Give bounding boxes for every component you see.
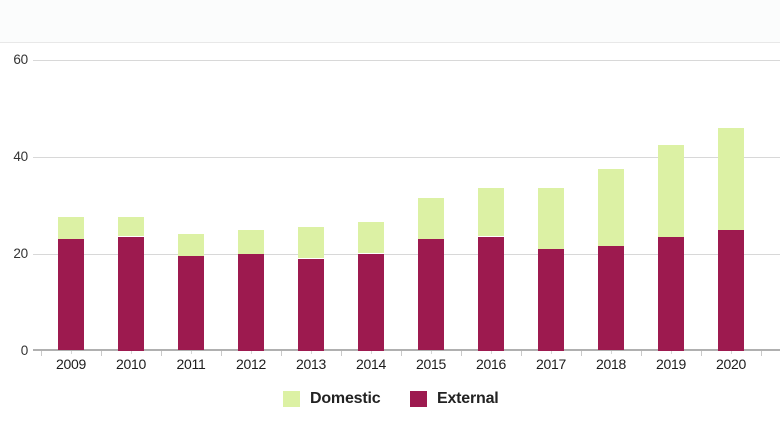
x-axis-label-2017: 2017: [536, 356, 566, 372]
bar-2019-external: [658, 237, 684, 351]
gridline-20: [33, 254, 780, 255]
bar-2014-domestic: [358, 222, 384, 253]
x-tick-center-2012: [251, 351, 252, 354]
x-axis-label-2013: 2013: [296, 356, 326, 372]
gridline-40: [33, 157, 780, 158]
bar-2013-domestic: [298, 227, 324, 258]
x-axis-label-2014: 2014: [356, 356, 386, 372]
bar-2011-external: [178, 256, 204, 350]
x-tick-boundary-10: [641, 351, 642, 356]
x-tick-boundary-5: [341, 351, 342, 356]
x-tick-boundary-0: [41, 351, 42, 356]
x-tick-boundary-11: [701, 351, 702, 356]
x-tick-boundary-12: [761, 351, 762, 356]
external-swatch-icon: [410, 391, 427, 407]
x-tick-center-2010: [131, 351, 132, 354]
x-tick-center-2009: [71, 351, 72, 354]
x-tick-center-2016: [491, 351, 492, 354]
x-tick-center-2015: [431, 351, 432, 354]
x-tick-boundary-9: [581, 351, 582, 356]
x-tick-boundary-8: [521, 351, 522, 356]
gridline-60: [33, 60, 780, 61]
bar-2012-external: [238, 254, 264, 351]
x-tick-center-2020: [731, 351, 732, 354]
x-tick-center-2011: [191, 351, 192, 354]
x-tick-center-2019: [671, 351, 672, 354]
x-axis-label-2018: 2018: [596, 356, 626, 372]
bar-2018-domestic: [598, 169, 624, 246]
x-axis-line: [33, 349, 780, 351]
bar-2010-domestic: [118, 217, 144, 236]
domestic-swatch-icon: [283, 391, 300, 407]
x-axis-label-2009: 2009: [56, 356, 86, 372]
legend-label-external: External: [437, 390, 499, 407]
bar-2018-external: [598, 246, 624, 350]
bar-2010-external: [118, 237, 144, 351]
x-tick-center-2018: [611, 351, 612, 354]
x-tick-center-2017: [551, 351, 552, 354]
x-tick-boundary-7: [461, 351, 462, 356]
bar-2016-domestic: [478, 188, 504, 236]
y-tick-label-40: 40: [13, 149, 28, 164]
x-axis-label-2010: 2010: [116, 356, 146, 372]
legend-item-external[interactable]: External: [410, 390, 499, 408]
legend-label-domestic: Domestic: [310, 390, 381, 407]
bar-2009-external: [58, 239, 84, 350]
bar-2009-domestic: [58, 217, 84, 239]
x-axis-label-2016: 2016: [476, 356, 506, 372]
page-header-rule: [0, 0, 780, 43]
bar-2014-external: [358, 254, 384, 351]
x-tick-boundary-1: [101, 351, 102, 356]
bar-2015-domestic: [418, 198, 444, 239]
y-tick-label-60: 60: [13, 52, 28, 67]
bar-2017-external: [538, 249, 564, 351]
y-tick-label-0: 0: [20, 343, 29, 358]
x-tick-boundary-2: [161, 351, 162, 356]
legend-item-domestic[interactable]: Domestic: [283, 390, 381, 408]
bar-2017-domestic: [538, 188, 564, 249]
x-axis-label-2019: 2019: [656, 356, 686, 372]
x-tick-center-2013: [311, 351, 312, 354]
bar-2013-external: [298, 259, 324, 351]
x-axis-label-2015: 2015: [416, 356, 446, 372]
y-tick-label-20: 20: [13, 246, 28, 261]
bar-2015-external: [418, 239, 444, 350]
bar-2011-domestic: [178, 234, 204, 256]
bar-2019-domestic: [658, 145, 684, 237]
bar-2016-external: [478, 237, 504, 351]
x-tick-boundary-3: [221, 351, 222, 356]
x-axis-label-2012: 2012: [236, 356, 266, 372]
x-axis-label-2020: 2020: [716, 356, 746, 372]
x-tick-boundary-6: [401, 351, 402, 356]
bar-2020-external: [718, 230, 744, 351]
x-tick-boundary-4: [281, 351, 282, 356]
bar-2012-domestic: [238, 230, 264, 254]
x-axis-label-2011: 2011: [176, 356, 206, 372]
x-tick-center-2014: [371, 351, 372, 354]
bar-2020-domestic: [718, 128, 744, 230]
